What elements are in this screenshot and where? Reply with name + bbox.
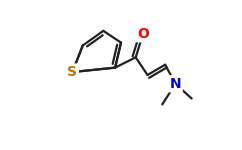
Text: N: N xyxy=(170,77,181,91)
Text: O: O xyxy=(137,27,149,41)
Text: S: S xyxy=(68,65,77,79)
